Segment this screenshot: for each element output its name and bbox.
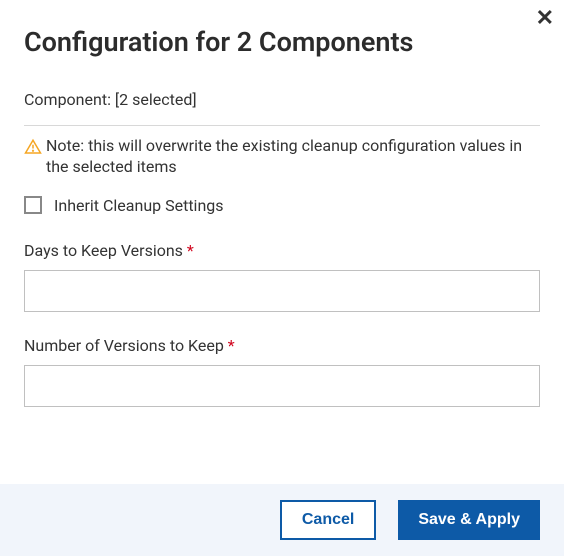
save-apply-button[interactable]: Save & Apply — [398, 500, 540, 540]
days-input[interactable] — [24, 270, 540, 312]
days-field-group: Days to Keep Versions * — [24, 241, 540, 312]
note-row: Note: this will overwrite the existing c… — [24, 136, 540, 178]
cancel-button[interactable]: Cancel — [280, 500, 376, 540]
inherit-checkbox[interactable] — [24, 196, 42, 214]
versions-field-group: Number of Versions to Keep * — [24, 336, 540, 407]
required-indicator: * — [187, 241, 194, 260]
warning-icon — [24, 138, 42, 160]
component-selection-label: Component: [2 selected] — [24, 90, 540, 109]
inherit-checkbox-label: Inherit Cleanup Settings — [54, 196, 224, 215]
note-text: Note: this will overwrite the existing c… — [46, 136, 540, 178]
days-label: Days to Keep Versions * — [24, 241, 540, 260]
divider — [24, 125, 540, 126]
inherit-checkbox-row: Inherit Cleanup Settings — [24, 196, 540, 215]
close-icon[interactable]: ✕ — [536, 8, 554, 30]
versions-label: Number of Versions to Keep * — [24, 336, 540, 355]
config-modal: Configuration for 2 Components Component… — [0, 0, 564, 407]
modal-footer: Cancel Save & Apply — [0, 484, 564, 556]
modal-title: Configuration for 2 Components — [24, 26, 540, 58]
versions-input[interactable] — [24, 365, 540, 407]
required-indicator: * — [228, 336, 235, 355]
